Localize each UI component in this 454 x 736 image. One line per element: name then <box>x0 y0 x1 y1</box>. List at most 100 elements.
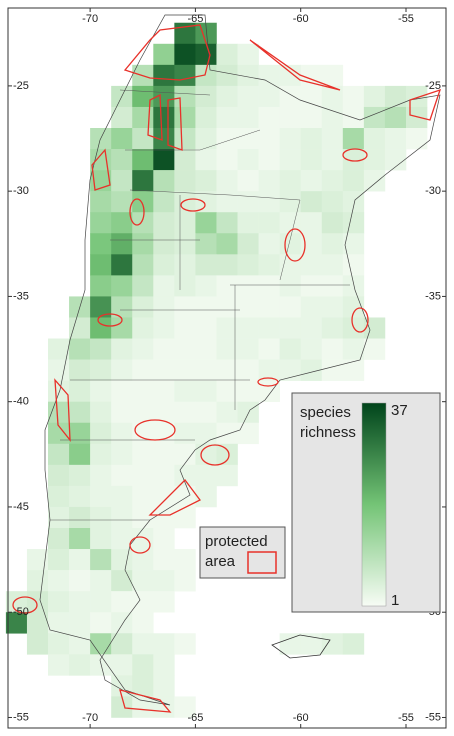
richness-cell <box>279 296 302 318</box>
richness-cell <box>237 380 259 402</box>
richness-cell <box>216 233 238 255</box>
richness-cell <box>279 359 302 381</box>
richness-cell <box>132 675 154 697</box>
richness-cell <box>111 464 133 487</box>
richness-cell <box>69 506 91 529</box>
richness-cell <box>195 233 217 255</box>
richness-cell <box>132 401 154 424</box>
richness-cell <box>237 359 259 381</box>
richness-cell <box>90 191 112 213</box>
richness-cell <box>195 317 217 339</box>
legend-min: 1 <box>391 592 399 609</box>
richness-cell <box>26 591 49 613</box>
richness-cell <box>111 317 133 339</box>
y-tick-label: -35 <box>425 290 441 302</box>
richness-cell <box>132 128 154 150</box>
richness-cell <box>69 633 91 655</box>
richness-cell <box>258 233 280 255</box>
richness-cell <box>90 591 112 613</box>
richness-cell <box>132 464 154 487</box>
richness-cell <box>174 422 196 445</box>
richness-cell <box>321 359 344 381</box>
richness-cell <box>153 380 175 402</box>
richness-cell <box>153 338 175 360</box>
richness-cell <box>153 570 175 592</box>
richness-cell <box>111 338 133 360</box>
richness-cell <box>69 338 91 360</box>
richness-cell <box>342 128 365 150</box>
legend-max: 37 <box>391 402 408 419</box>
richness-cell <box>132 380 154 402</box>
richness-cell <box>90 654 112 676</box>
richness-cell <box>258 212 280 234</box>
richness-cell <box>153 85 175 108</box>
richness-cell <box>111 633 133 655</box>
richness-cell <box>237 338 259 360</box>
richness-cell <box>90 254 112 276</box>
y-tick-label: -25 <box>425 80 441 92</box>
color-bar <box>361 402 387 607</box>
richness-cell <box>111 528 133 550</box>
richness-cell <box>258 359 280 381</box>
richness-cell <box>132 212 154 234</box>
richness-cell <box>111 149 133 171</box>
richness-cell <box>237 191 259 213</box>
richness-cell <box>195 106 217 129</box>
richness-cell <box>69 422 91 445</box>
richness-cell <box>342 149 365 171</box>
richness-cell <box>153 128 175 150</box>
richness-cell <box>90 612 112 634</box>
x-tick-label: -70 <box>82 13 98 25</box>
richness-cell <box>279 128 302 150</box>
richness-cell <box>132 359 154 381</box>
y-tick-label: -55 <box>13 711 29 723</box>
richness-cell <box>69 359 91 381</box>
richness-cell <box>321 633 344 655</box>
richness-cell <box>69 570 91 592</box>
richness-cell <box>153 443 175 466</box>
richness-cell <box>69 485 91 508</box>
richness-cell <box>90 401 112 424</box>
richness-cell <box>153 106 175 129</box>
y-tick-label: -45 <box>13 501 29 513</box>
richness-cell <box>237 149 259 171</box>
richness-cell <box>342 170 365 192</box>
richness-cell <box>48 422 70 445</box>
richness-cell <box>195 338 217 360</box>
richness-cell <box>195 85 217 108</box>
richness-cell <box>132 85 154 108</box>
richness-cell <box>153 254 175 276</box>
richness-cell <box>48 443 70 466</box>
richness-cell <box>300 233 323 255</box>
richness-cell <box>153 149 175 171</box>
richness-cell <box>69 612 91 634</box>
richness-cell <box>153 233 175 255</box>
richness-cell <box>153 170 175 192</box>
x-tick-label: -65 <box>187 13 203 25</box>
richness-cell <box>111 654 133 676</box>
richness-cell <box>363 317 386 339</box>
richness-cell <box>111 612 133 634</box>
richness-cell <box>48 528 70 550</box>
richness-cell <box>300 633 323 655</box>
richness-cell <box>153 591 175 613</box>
richness-cell <box>405 128 428 150</box>
richness-cell <box>132 696 154 718</box>
richness-cell <box>195 149 217 171</box>
richness-cell <box>111 212 133 234</box>
richness-cell <box>132 191 154 213</box>
richness-cell <box>405 85 428 108</box>
richness-cell <box>342 254 365 276</box>
richness-cell <box>321 85 344 108</box>
richness-cell <box>90 359 112 381</box>
richness-cell <box>69 549 91 571</box>
richness-cell <box>153 359 175 381</box>
richness-cell <box>384 85 407 108</box>
richness-cell <box>153 654 175 676</box>
richness-cell <box>48 570 70 592</box>
richness-cell <box>321 64 344 87</box>
richness-cell <box>195 128 217 150</box>
richness-cell <box>132 170 154 192</box>
richness-cell <box>237 106 259 129</box>
richness-cell <box>111 422 133 445</box>
